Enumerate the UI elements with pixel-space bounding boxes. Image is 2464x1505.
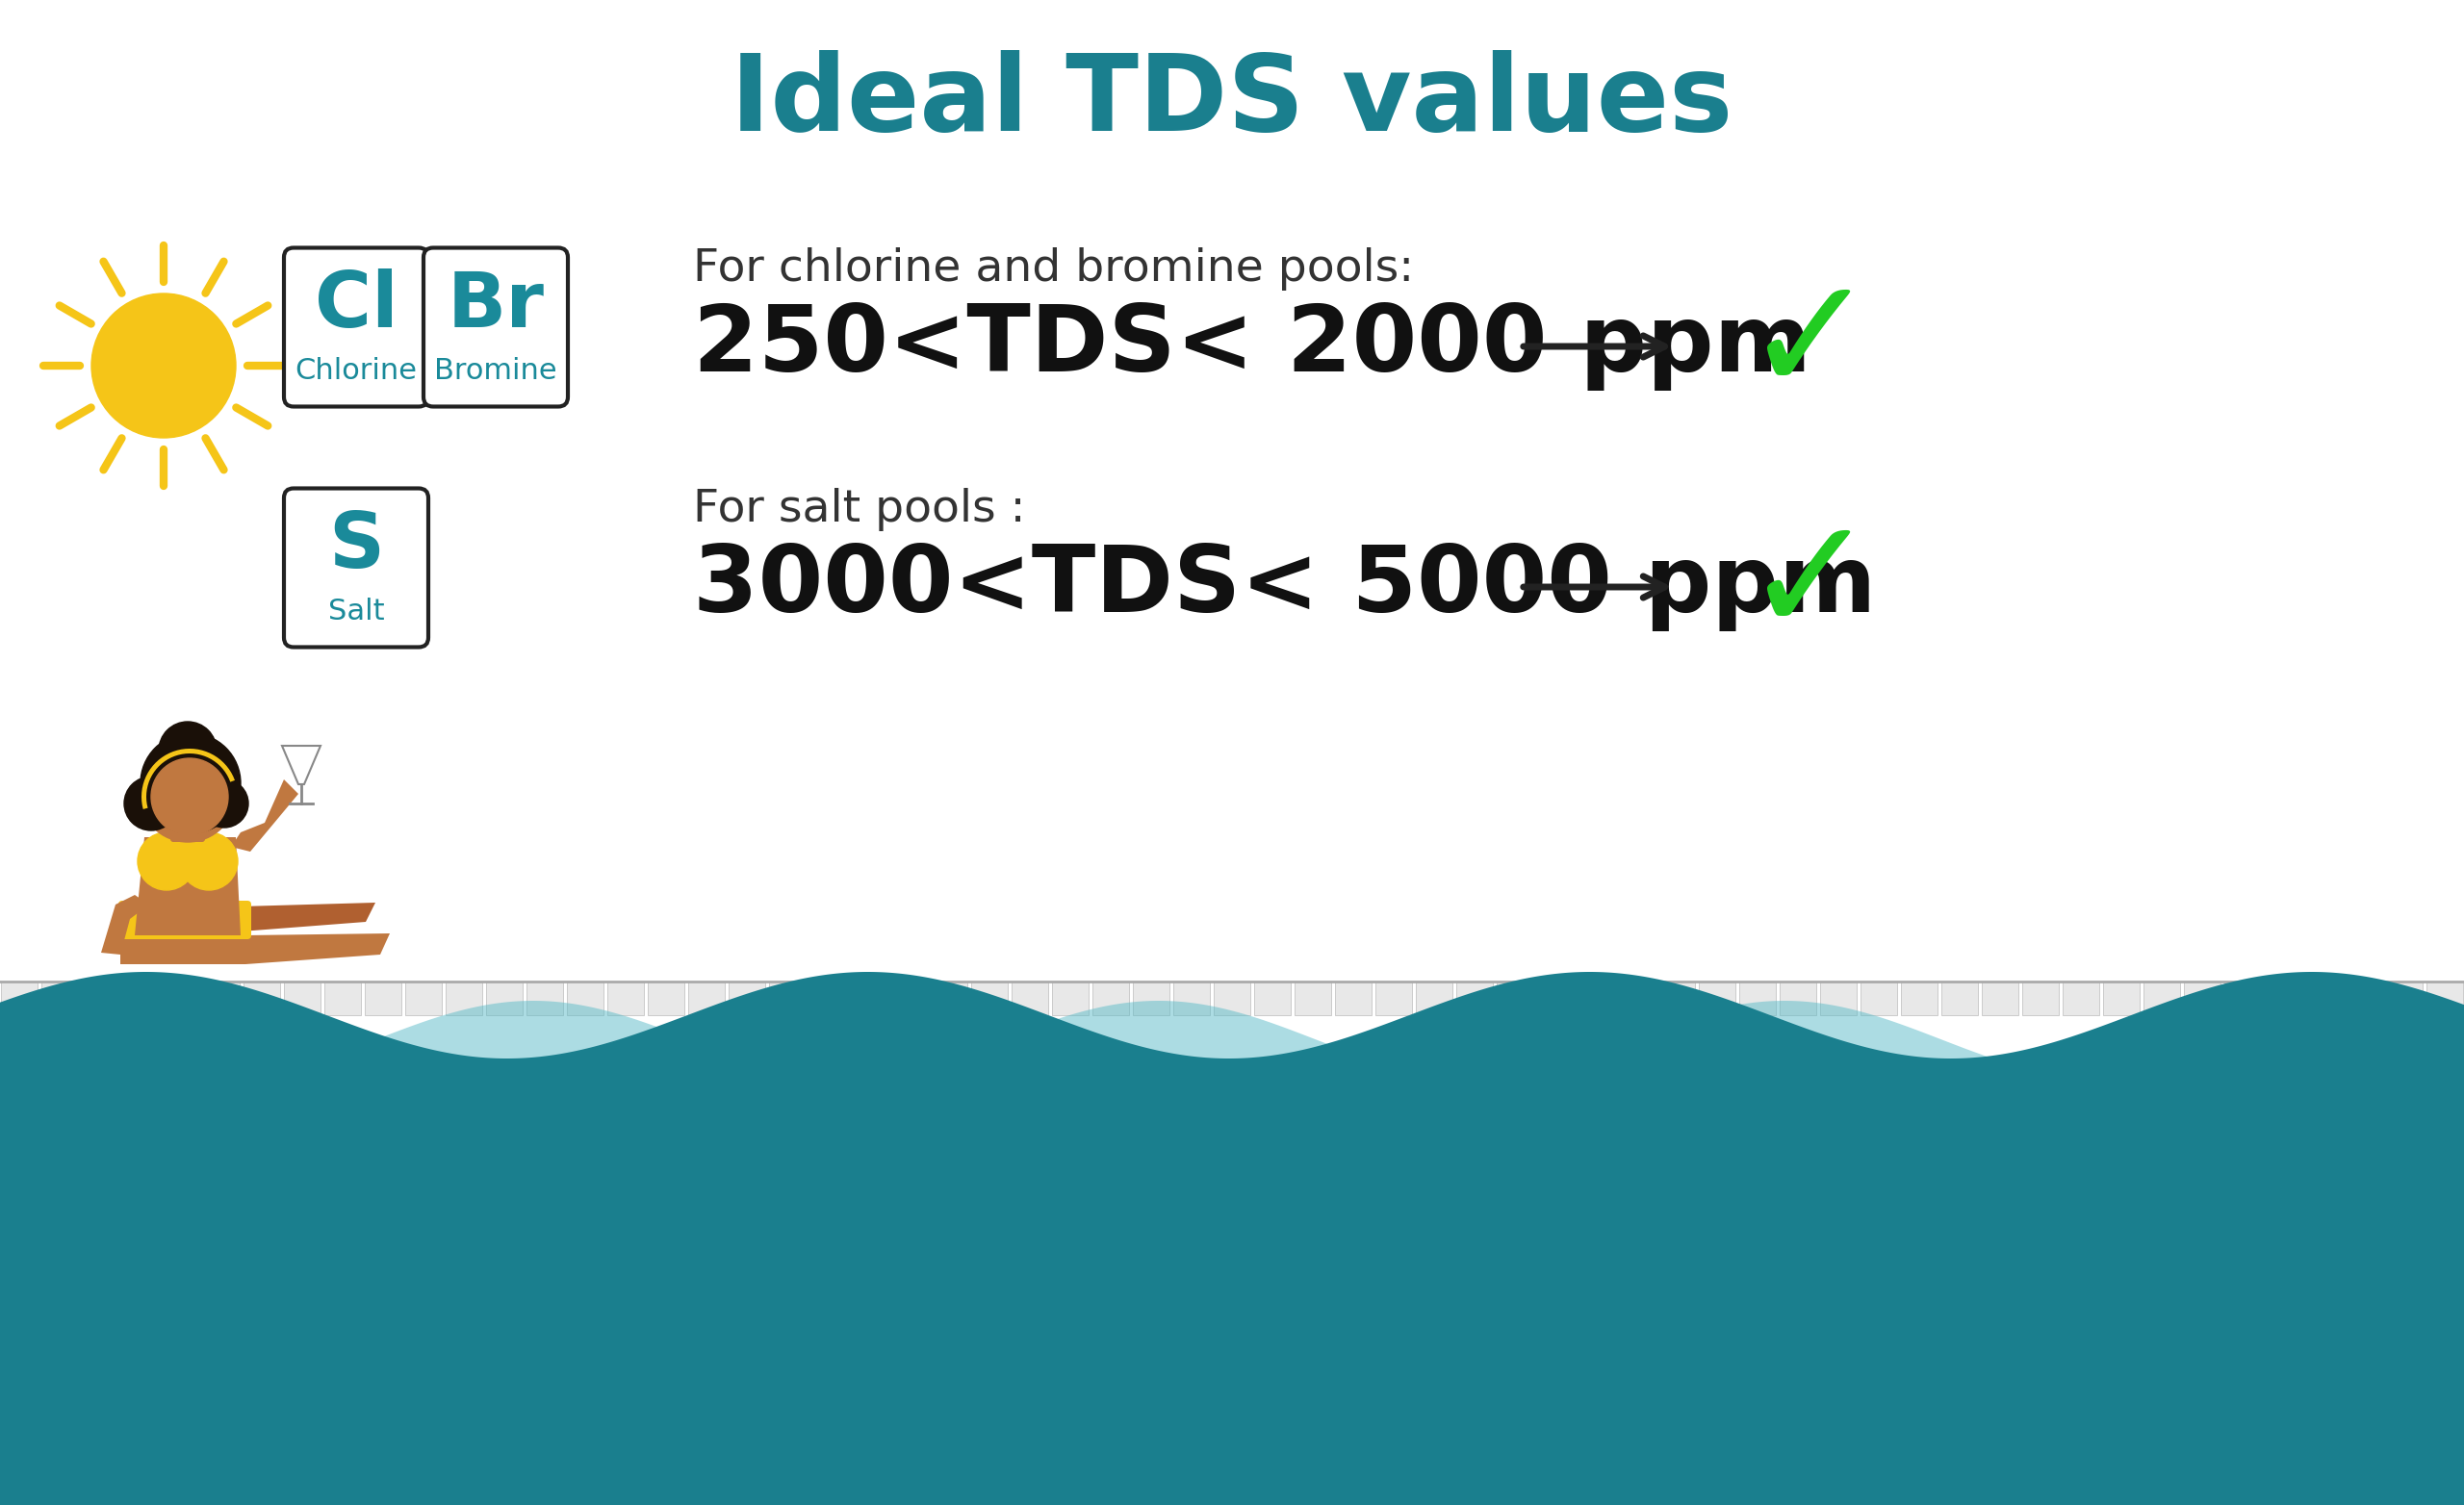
Polygon shape: [140, 748, 234, 810]
Circle shape: [123, 777, 177, 831]
Text: Salt: Salt: [328, 597, 384, 625]
FancyBboxPatch shape: [283, 248, 429, 406]
Circle shape: [158, 722, 217, 780]
Bar: [2104, 981, 2139, 1016]
Bar: [687, 981, 724, 1016]
Bar: [811, 981, 845, 1016]
Bar: [1981, 981, 2018, 1016]
Bar: [2264, 981, 2301, 1016]
Circle shape: [138, 832, 195, 889]
Bar: [1779, 981, 1816, 1016]
Bar: [1900, 981, 1937, 1016]
FancyBboxPatch shape: [283, 488, 429, 647]
Bar: [1133, 981, 1170, 1016]
Bar: [850, 981, 887, 1016]
Bar: [123, 981, 158, 1016]
Bar: [1740, 981, 1777, 1016]
Bar: [1013, 981, 1047, 1016]
Bar: [1942, 981, 1979, 1016]
Polygon shape: [121, 903, 375, 932]
Bar: [1619, 981, 1653, 1016]
Bar: [325, 981, 360, 1016]
Text: ✓: ✓: [1742, 268, 1878, 424]
Bar: [931, 981, 968, 1016]
Polygon shape: [0, 1001, 2464, 1505]
Bar: [1092, 981, 1129, 1016]
Bar: [606, 981, 643, 1016]
Text: ✓: ✓: [1742, 509, 1878, 665]
Bar: [527, 981, 564, 1016]
Bar: [2385, 981, 2422, 1016]
Bar: [202, 981, 239, 1016]
Circle shape: [140, 746, 237, 841]
Text: 250<TDS< 2000 ppm: 250<TDS< 2000 ppm: [692, 301, 1811, 391]
Text: For salt pools :: For salt pools :: [692, 488, 1025, 531]
Text: Ideal TDS values: Ideal TDS values: [732, 50, 1732, 152]
Bar: [1658, 981, 1695, 1016]
Bar: [729, 981, 766, 1016]
Circle shape: [200, 780, 249, 828]
Bar: [2427, 981, 2464, 1016]
Bar: [2023, 981, 2060, 1016]
Bar: [2062, 981, 2099, 1016]
Text: 3000<TDS< 5000 ppm: 3000<TDS< 5000 ppm: [692, 542, 1875, 632]
Circle shape: [150, 759, 229, 835]
Bar: [283, 981, 320, 1016]
Text: Br: Br: [446, 268, 545, 343]
Bar: [404, 981, 441, 1016]
Bar: [2346, 981, 2383, 1016]
Bar: [2225, 981, 2262, 1016]
Bar: [81, 981, 118, 1016]
Bar: [2183, 981, 2220, 1016]
Text: S: S: [328, 509, 384, 584]
Bar: [1417, 981, 1451, 1016]
Bar: [1254, 981, 1291, 1016]
Bar: [648, 981, 685, 1016]
Text: Cl: Cl: [315, 268, 397, 343]
Bar: [1294, 981, 1331, 1016]
FancyBboxPatch shape: [170, 813, 205, 841]
Bar: [1538, 981, 1574, 1016]
Bar: [567, 981, 604, 1016]
Polygon shape: [101, 895, 150, 954]
Bar: [446, 981, 483, 1016]
Bar: [1698, 981, 1735, 1016]
Bar: [2306, 981, 2341, 1016]
Bar: [365, 981, 402, 1016]
Bar: [1821, 981, 1858, 1016]
Bar: [1375, 981, 1412, 1016]
Bar: [2144, 981, 2181, 1016]
Bar: [1860, 981, 1897, 1016]
Circle shape: [180, 832, 237, 889]
FancyBboxPatch shape: [118, 900, 251, 939]
Polygon shape: [0, 1044, 2464, 1505]
Polygon shape: [281, 746, 320, 784]
Text: Chlorine: Chlorine: [296, 357, 416, 384]
Bar: [1335, 981, 1372, 1016]
Circle shape: [140, 733, 241, 834]
Text: For chlorine and bromine pools:: For chlorine and bromine pools:: [692, 248, 1414, 290]
Polygon shape: [0, 972, 2464, 1505]
Bar: [1173, 981, 1210, 1016]
Bar: [1052, 981, 1089, 1016]
Bar: [1496, 981, 1533, 1016]
Bar: [244, 981, 281, 1016]
Bar: [0, 981, 37, 1016]
Text: Bromine: Bromine: [434, 357, 557, 384]
Bar: [1456, 981, 1493, 1016]
Bar: [163, 981, 200, 1016]
Bar: [1215, 981, 1249, 1016]
Bar: [1577, 981, 1614, 1016]
Polygon shape: [136, 837, 241, 935]
Circle shape: [91, 293, 237, 438]
Bar: [485, 981, 522, 1016]
Bar: [769, 981, 806, 1016]
Bar: [890, 981, 926, 1016]
Polygon shape: [121, 933, 389, 965]
Bar: [971, 981, 1008, 1016]
FancyBboxPatch shape: [424, 248, 567, 406]
Bar: [42, 981, 79, 1016]
Polygon shape: [232, 780, 298, 852]
